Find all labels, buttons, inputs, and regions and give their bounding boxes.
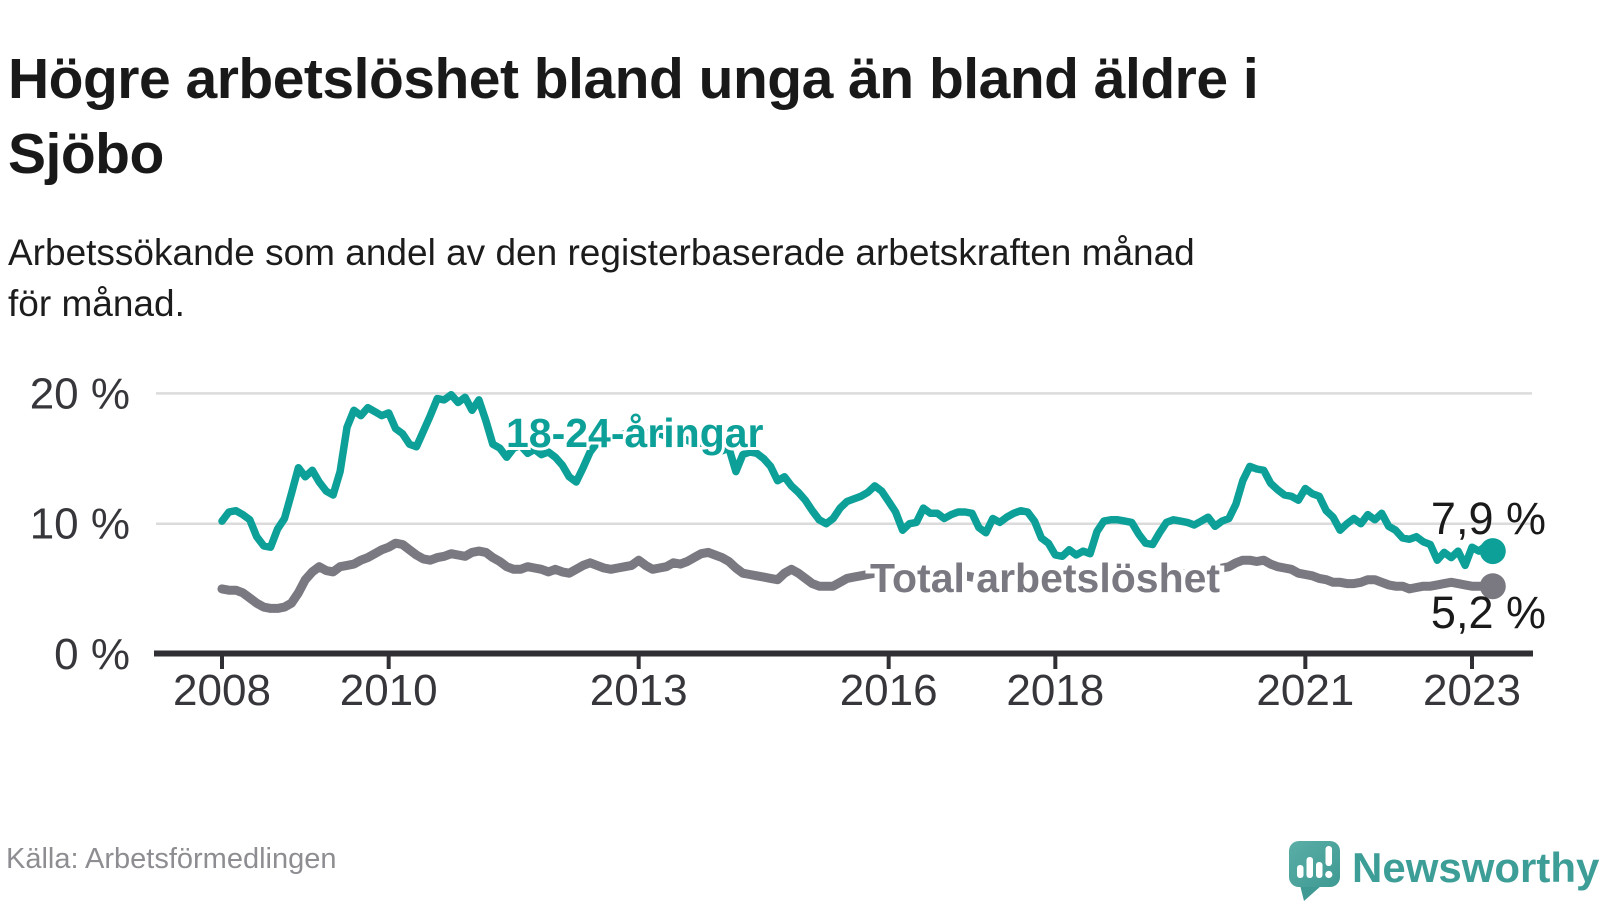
end-value-label-youth: 7,9 % xyxy=(1431,493,1546,544)
x-tick-label-2016: 2016 xyxy=(840,666,938,715)
logo-bubble-tail xyxy=(1300,885,1322,901)
page-subtitle: Arbetssökande som andel av den registerb… xyxy=(8,227,1588,329)
page-title-line2: Sjöbo xyxy=(8,122,164,187)
y-tick-label-0: 0 % xyxy=(54,630,130,679)
series-end-dot-youth xyxy=(1479,538,1506,565)
logo-bar-1 xyxy=(1297,865,1304,878)
series-label-total: Total arbetslöshet xyxy=(870,555,1220,601)
x-tick-label-2008: 2008 xyxy=(173,666,271,715)
x-tick-label-2013: 2013 xyxy=(590,666,688,715)
logo-bar-2 xyxy=(1306,857,1313,878)
grid-layer xyxy=(156,392,1532,525)
series-label-youth: 18-24-åringar xyxy=(506,410,764,456)
page-title-line1: Högre arbetslöshet bland unga än bland ä… xyxy=(8,47,1259,112)
brand-name: Newsworthy xyxy=(1352,844,1600,891)
logo-exclamation-dot xyxy=(1325,870,1333,879)
y-tick-label-10: 10 % xyxy=(30,500,130,549)
x-tick-label-2010: 2010 xyxy=(340,666,438,715)
logo-bubble xyxy=(1289,841,1340,887)
newsworthy-logo-icon xyxy=(1289,841,1340,901)
source-note: Källa: Arbetsförmedlingen xyxy=(6,843,337,875)
x-tick-label-2023: 2023 xyxy=(1423,666,1521,715)
axis-layer: 0 % 10 % 20 % 2008 2010 2013 2016 2018 2021 2023 xyxy=(30,369,1533,715)
end-value-label-total: 5,2 % xyxy=(1431,587,1546,638)
y-tick-label-20: 20 % xyxy=(30,369,130,418)
series-end-dot-total xyxy=(1479,573,1506,600)
page-subtitle-line2: för månad. xyxy=(8,283,185,324)
series-layer xyxy=(217,390,1506,613)
logo-bar-3 xyxy=(1316,862,1323,878)
annotation-layer: Total arbetslöshet 18-24-åringar 7,9 % 5… xyxy=(503,407,1546,638)
page-subtitle-line1: Arbetssökande som andel av den registerb… xyxy=(8,232,1195,273)
x-tick-label-2018: 2018 xyxy=(1006,666,1104,715)
x-tick-label-2021: 2021 xyxy=(1256,666,1354,715)
series-line-total xyxy=(217,538,1498,613)
series-line-youth xyxy=(218,390,1497,570)
logo-exclamation-bar xyxy=(1325,846,1332,866)
page-title: Högre arbetslöshet bland unga än bland ä… xyxy=(8,42,1588,192)
